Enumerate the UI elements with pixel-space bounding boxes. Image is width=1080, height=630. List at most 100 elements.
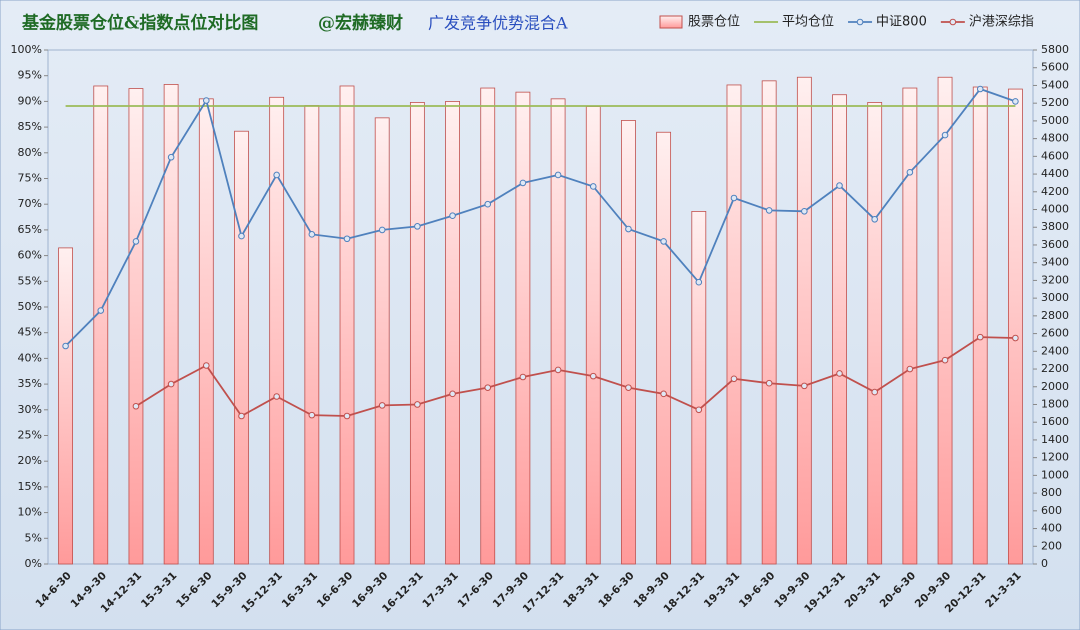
y2-tick-label: 5200 (1041, 96, 1069, 109)
y-tick-label: 15% (18, 480, 42, 493)
point (132, 402, 140, 410)
bar (1008, 88, 1023, 565)
y-tick-label: 50% (18, 300, 42, 313)
bar (972, 86, 988, 565)
point (414, 223, 421, 230)
point (695, 406, 703, 414)
legend-marker (856, 18, 864, 26)
y-tick-label: 0% (25, 557, 42, 570)
point (836, 182, 843, 189)
y2-tick-label: 5400 (1041, 78, 1069, 91)
point (554, 171, 562, 179)
chart-title: 基金股票仓位&指数点位对比图 (21, 13, 258, 34)
point (906, 365, 914, 373)
bar (128, 88, 144, 565)
point (730, 194, 738, 202)
y2-tick-label: 4000 (1041, 203, 1069, 216)
point (906, 168, 914, 176)
y2-tick-label: 1000 (1041, 468, 1069, 481)
bar (621, 120, 636, 565)
y2-tick-label: 2400 (1041, 344, 1069, 357)
point (801, 382, 808, 390)
bar (304, 105, 320, 565)
y-tick-label: 45% (18, 326, 42, 339)
y-tick-label: 70% (18, 197, 42, 210)
point (273, 171, 280, 179)
bar (269, 96, 285, 565)
y-tick-label: 95% (18, 69, 42, 82)
y2-tick-label: 4800 (1041, 132, 1069, 145)
point (132, 238, 140, 245)
y2-tick-label: 1200 (1041, 451, 1069, 464)
point (449, 390, 456, 398)
y2-tick-label: 5000 (1041, 114, 1069, 127)
point (167, 153, 175, 161)
point (625, 384, 632, 391)
point (203, 97, 210, 104)
y2-tick-label: 200 (1041, 539, 1062, 552)
bar (409, 102, 425, 565)
y2-tick-label: 4200 (1041, 185, 1069, 198)
point (449, 212, 456, 220)
bar (445, 101, 460, 565)
bar (58, 247, 73, 565)
point (695, 278, 703, 286)
y-tick-label: 30% (18, 403, 42, 416)
bar (656, 131, 672, 565)
y2-tick-label: 2200 (1041, 362, 1069, 375)
point (484, 384, 492, 391)
point (519, 179, 527, 187)
point (871, 215, 878, 223)
point (589, 183, 597, 190)
bar (480, 87, 496, 565)
legend-swatch (659, 15, 683, 29)
point (660, 238, 667, 245)
y2-tick-label: 0 (1041, 557, 1048, 570)
y2-tick-label: 1800 (1041, 397, 1069, 410)
y-tick-label: 40% (18, 351, 42, 364)
point (976, 85, 984, 93)
y2-tick-label: 3400 (1041, 256, 1069, 269)
y2-tick-label: 400 (1041, 522, 1062, 535)
point (660, 390, 667, 398)
y-tick-label: 10% (18, 506, 42, 519)
bar (726, 84, 742, 565)
y-tick-label: 90% (18, 94, 42, 107)
bar (374, 117, 390, 565)
y2-tick-label: 3800 (1041, 220, 1069, 233)
point (801, 207, 808, 215)
y-tick-label: 60% (18, 249, 42, 262)
bar (515, 91, 531, 565)
y2-tick-label: 4600 (1041, 149, 1069, 162)
point (238, 232, 245, 240)
point (519, 373, 527, 381)
point (765, 379, 773, 387)
point (941, 356, 949, 364)
y-tick-label: 75% (18, 172, 42, 185)
y-tick-label: 65% (18, 223, 42, 236)
point (203, 362, 210, 369)
bar (691, 210, 707, 565)
point (941, 131, 949, 139)
legend-label: 平均仓位 (782, 15, 834, 30)
point (62, 342, 69, 350)
legend-label: 沪港深综指 (969, 14, 1034, 30)
y2-tick-label: 600 (1041, 504, 1062, 517)
y2-tick-label: 1600 (1041, 415, 1069, 428)
point (484, 200, 492, 208)
y-tick-label: 5% (25, 531, 42, 544)
point (343, 235, 351, 243)
line (135, 336, 1016, 418)
bar (234, 130, 249, 565)
y-tick-label: 80% (18, 146, 42, 159)
y-tick-label: 100% (11, 43, 42, 56)
bar (339, 85, 355, 565)
point (308, 411, 316, 419)
point (167, 380, 175, 388)
bar (867, 102, 883, 565)
y2-tick-label: 5600 (1041, 61, 1069, 74)
y-tick-label: 25% (18, 429, 42, 442)
point (97, 307, 105, 314)
line (64, 87, 1016, 347)
